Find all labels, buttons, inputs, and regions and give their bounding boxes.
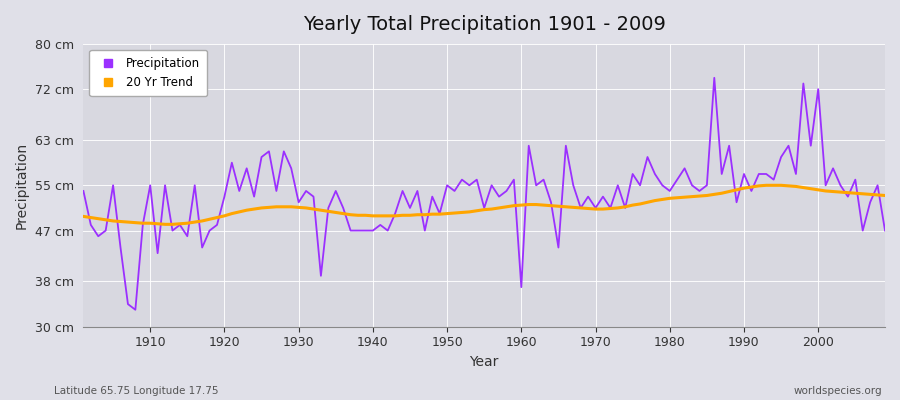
Legend: Precipitation, 20 Yr Trend: Precipitation, 20 Yr Trend <box>89 50 207 96</box>
Title: Yearly Total Precipitation 1901 - 2009: Yearly Total Precipitation 1901 - 2009 <box>302 15 666 34</box>
X-axis label: Year: Year <box>470 355 499 369</box>
Text: Latitude 65.75 Longitude 17.75: Latitude 65.75 Longitude 17.75 <box>54 386 219 396</box>
Y-axis label: Precipitation: Precipitation <box>15 142 29 229</box>
Text: worldspecies.org: worldspecies.org <box>794 386 882 396</box>
